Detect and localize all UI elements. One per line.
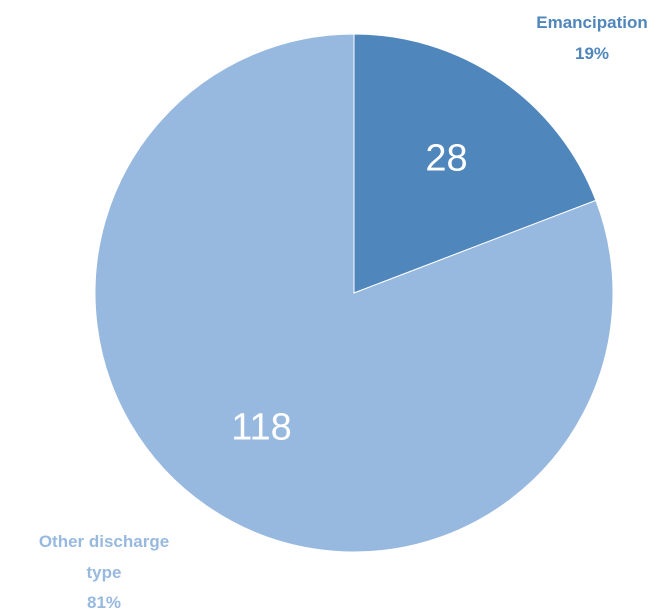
slice-percent-label-emancipation: 19%: [575, 44, 609, 63]
slice-value-label-1: 118: [231, 406, 292, 448]
slice-category-label-other-line-1: Other discharge: [39, 532, 169, 551]
slice-value-label-0: 28: [425, 138, 467, 180]
slice-percent-label-other: 81%: [87, 593, 121, 612]
pie-slices: [95, 34, 613, 552]
slice-category-label-emancipation: Emancipation: [536, 13, 647, 32]
slice-category-label-other-line-2: type: [87, 563, 122, 582]
